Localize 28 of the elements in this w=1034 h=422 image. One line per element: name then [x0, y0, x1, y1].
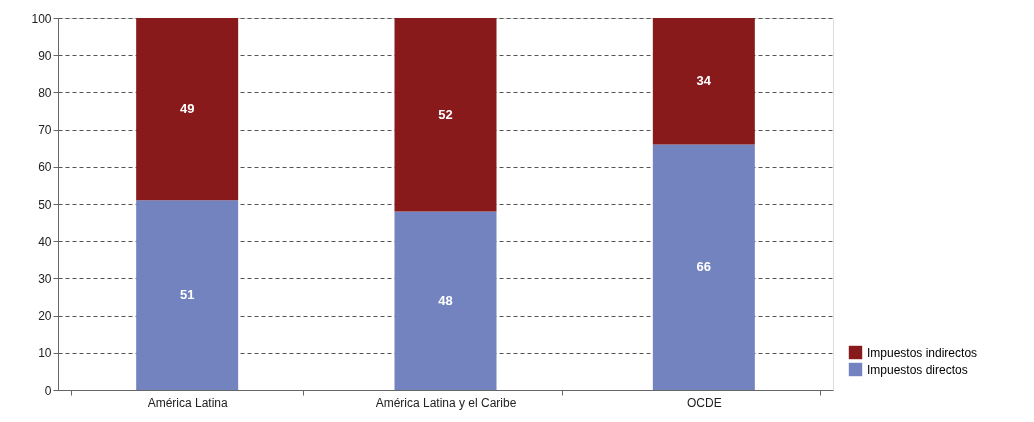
data-label: 48: [438, 292, 453, 308]
y-tick-label: 10: [38, 346, 52, 361]
bar: [394, 211, 497, 390]
y-tick-label: 100: [31, 11, 52, 26]
y-tick-label: 60: [38, 160, 52, 175]
y-tick-label: 70: [38, 123, 52, 138]
data-label: 49: [179, 101, 195, 117]
bar: [394, 18, 497, 212]
y-tick-label: 50: [38, 197, 52, 212]
x-tick-label: OCDE: [687, 395, 722, 410]
y-tick-label: 80: [38, 85, 52, 100]
bar: [652, 144, 755, 390]
data-label: 66: [696, 259, 712, 275]
y-tick-label: 20: [38, 309, 52, 324]
y-tick-label: 90: [38, 48, 52, 63]
bar: [136, 18, 239, 201]
legend-label: Impuestos indirectos: [867, 345, 978, 360]
data-label: 34: [696, 73, 712, 89]
y-tick-label: 40: [38, 234, 52, 249]
x-tick-label: América Latina: [147, 395, 229, 410]
y-tick-label: 0: [44, 383, 52, 398]
data-label: 52: [438, 106, 453, 122]
data-label: 51: [179, 287, 195, 303]
x-tick-label: América Latina y el Caribe: [375, 395, 517, 410]
bar: [136, 200, 239, 390]
y-tick-label: 30: [38, 271, 52, 286]
bar: [652, 18, 755, 145]
legend-label: Impuestos directos: [867, 362, 968, 377]
